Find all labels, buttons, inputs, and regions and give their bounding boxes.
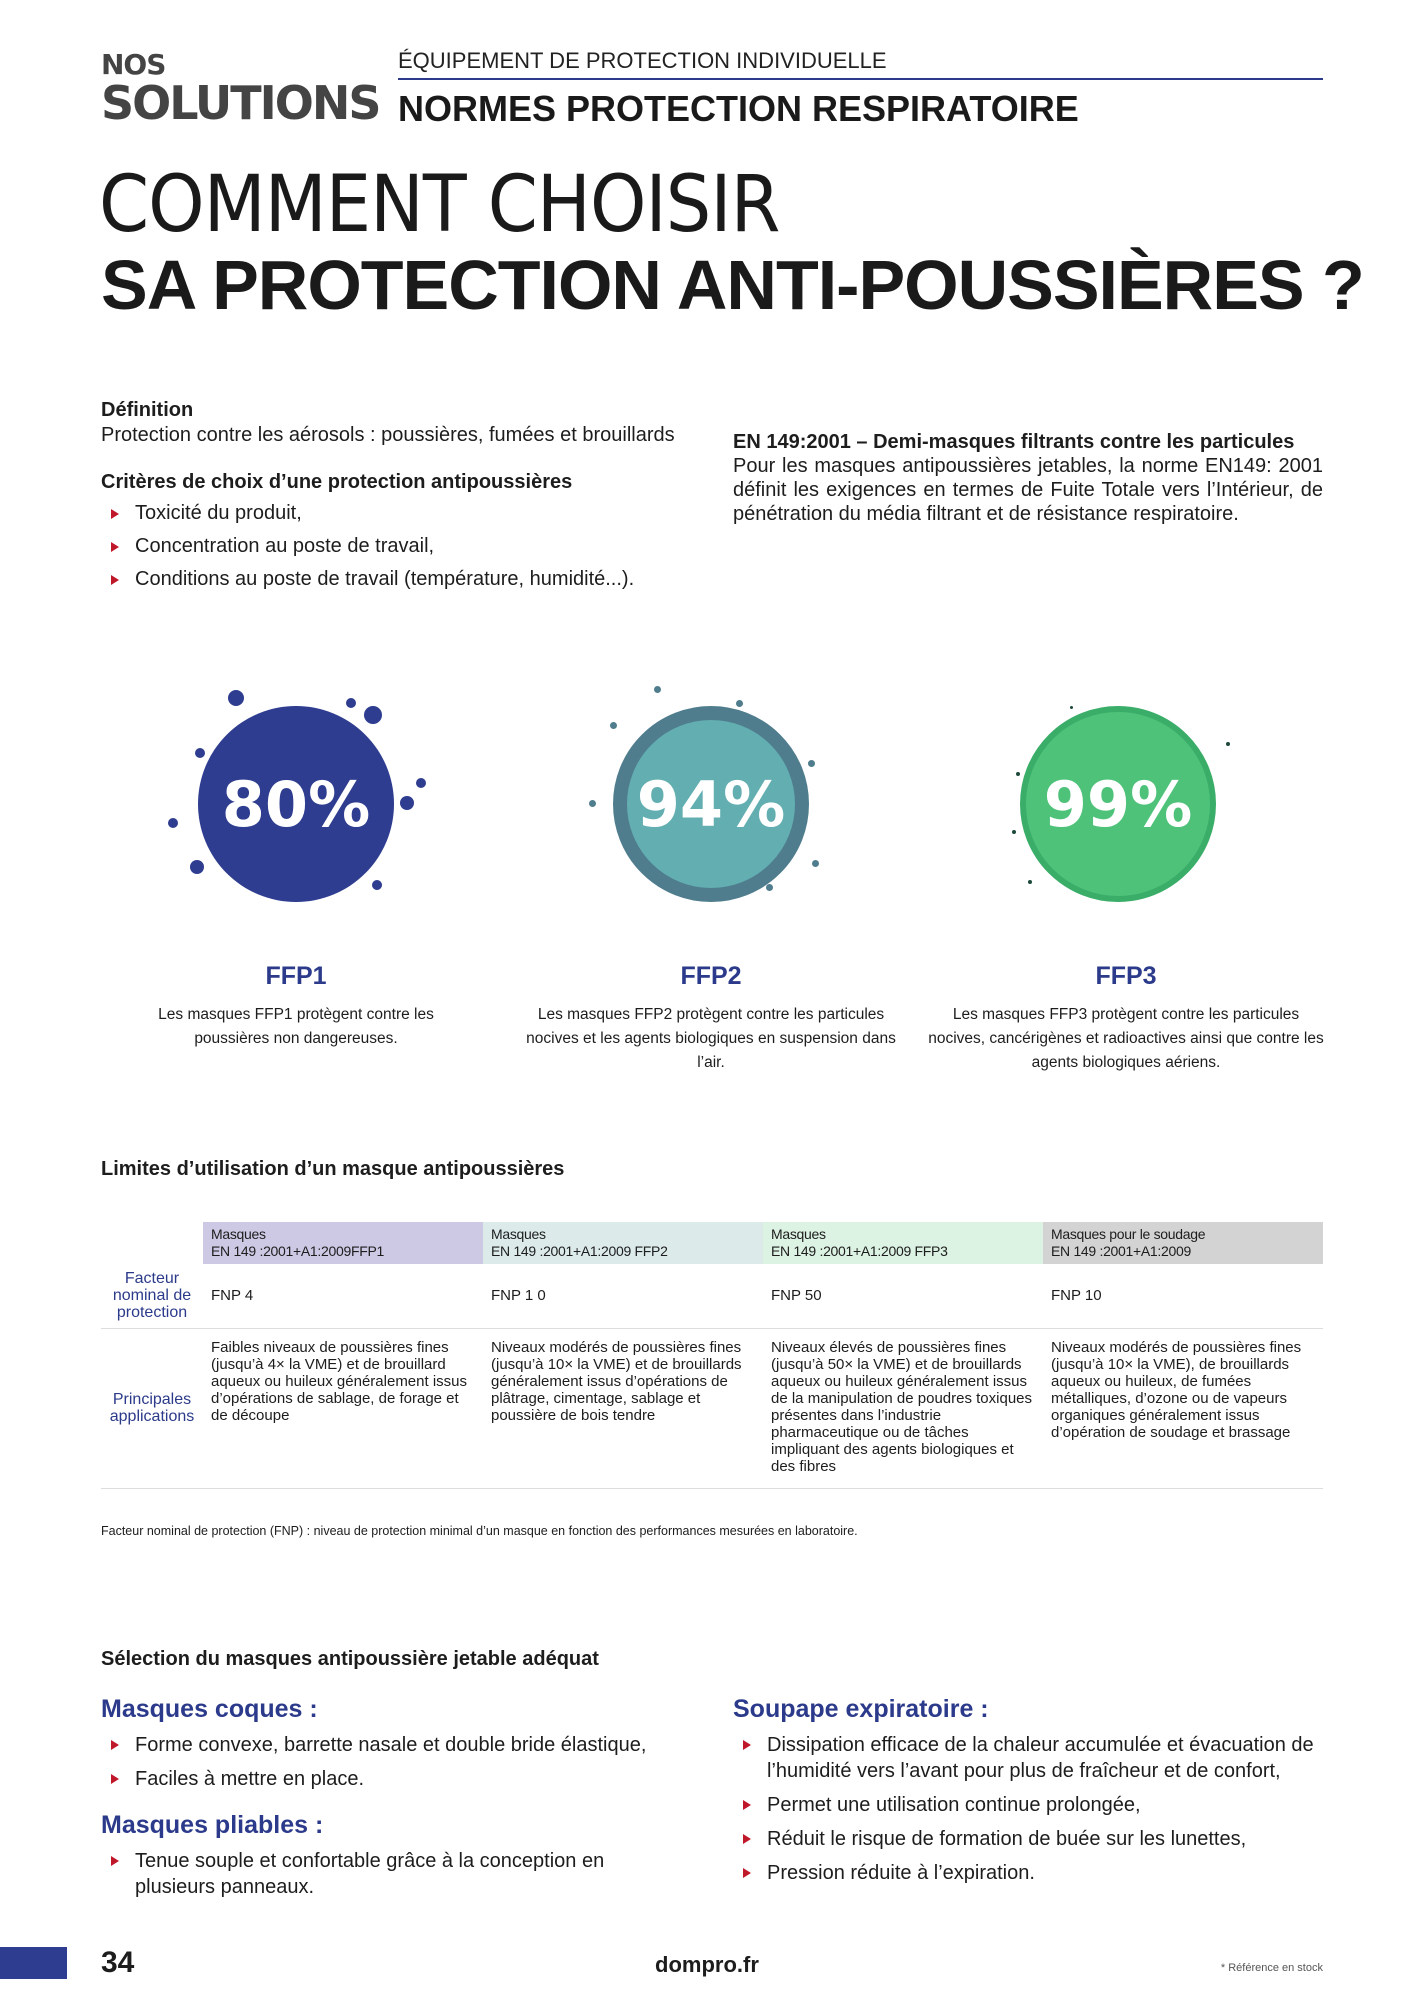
ffp2-title: FFP2 (680, 962, 742, 990)
col-header: Masques EN 149 :2001+A1:2009 FFP2 (483, 1222, 763, 1264)
page-number: 34 (101, 1946, 135, 1979)
ffp3-percent-badge: 99% (1020, 706, 1216, 902)
table-row: Principales applications Faibles niveaux… (101, 1328, 1323, 1488)
ffp1-title: FFP1 (265, 962, 327, 990)
list-item: Tenue souple et confortable grâce à la c… (101, 1848, 661, 1900)
ffp1-desc: Les masques FFP1 protègent contre les po… (158, 1006, 434, 1047)
selection-heading: Sélection du masques antipoussière jetab… (101, 1648, 599, 1670)
list-item: Concentration au poste de travail, (101, 534, 693, 559)
stock-note: * Référence en stock (1220, 1962, 1323, 1974)
definition-heading: Définition (101, 399, 194, 421)
page-title-line2: SA PROTECTION ANTI-POUSSIÈRES ? (101, 246, 1365, 324)
list-item: Réduit le risque de formation de buée su… (733, 1826, 1333, 1852)
criteria-heading: Critères de choix d’une protection antip… (101, 471, 573, 493)
ffp1-percent-badge: 80% (198, 706, 394, 902)
category-label: ÉQUIPEMENT DE PROTECTION INDIVIDUELLE (398, 48, 887, 73)
limits-heading: Limites d’utilisation d’un masque antipo… (101, 1158, 565, 1180)
criteria-list: Toxicité du produit, Concentration au po… (101, 501, 693, 592)
definition-text: Protection contre les aérosols : poussiè… (101, 424, 675, 446)
list-item: Dissipation efficace de la chaleur accum… (733, 1732, 1333, 1784)
ffp3-title: FFP3 (1095, 962, 1157, 990)
list-item: Conditions au poste de travail (températ… (101, 567, 693, 592)
norm-text: Pour les masques antipoussières jetables… (733, 455, 1323, 525)
ffp2-desc: Les masques FFP2 protègent contre les pa… (526, 1006, 896, 1071)
ffp3-desc: Les masques FFP3 protègent contre les pa… (928, 1006, 1324, 1071)
pliables-title: Masques pliables : (101, 1811, 324, 1839)
list-item: Faciles à mettre en place. (101, 1766, 701, 1792)
table-footnote: Facteur nominal de protection (FNP) : ni… (101, 1524, 858, 1538)
list-item: Pression réduite à l’expiration. (733, 1860, 1333, 1886)
site-link[interactable]: dompro.fr (655, 1952, 759, 1977)
norm-heading: EN 149:2001 – Demi-masques filtrants con… (733, 431, 1295, 453)
col-header: Masques EN 149 :2001+A1:2009FFP1 (203, 1222, 483, 1264)
brand-nos: NOS (101, 48, 166, 81)
footer-color-tab (0, 1947, 67, 1979)
brand-solutions: SOLUTIONS (101, 76, 381, 130)
section-title: NORMES PROTECTION RESPIRATOIRE (398, 88, 1079, 129)
ffp2-percent-badge: 94% (613, 706, 809, 902)
table-row: Facteur nominal de protection FNP 4 FNP … (101, 1264, 1323, 1328)
list-item: Forme convexe, barrette nasale et double… (101, 1732, 701, 1758)
limits-table: Masques EN 149 :2001+A1:2009FFP1 Masques E… (101, 1222, 1323, 1489)
list-item: Permet une utilisation continue prolongé… (733, 1792, 1333, 1818)
page-title-line1: COMMENT CHOISIR (99, 160, 780, 250)
soupape-title: Soupape expiratoire : (733, 1695, 989, 1723)
coques-title: Masques coques : (101, 1695, 318, 1723)
header-divider (398, 78, 1323, 80)
col-header: Masques pour le soudage EN 149 :2001+A1:2… (1043, 1222, 1323, 1264)
list-item: Toxicité du produit, (101, 501, 693, 526)
col-header: Masques EN 149 :2001+A1:2009 FFP3 (763, 1222, 1043, 1264)
